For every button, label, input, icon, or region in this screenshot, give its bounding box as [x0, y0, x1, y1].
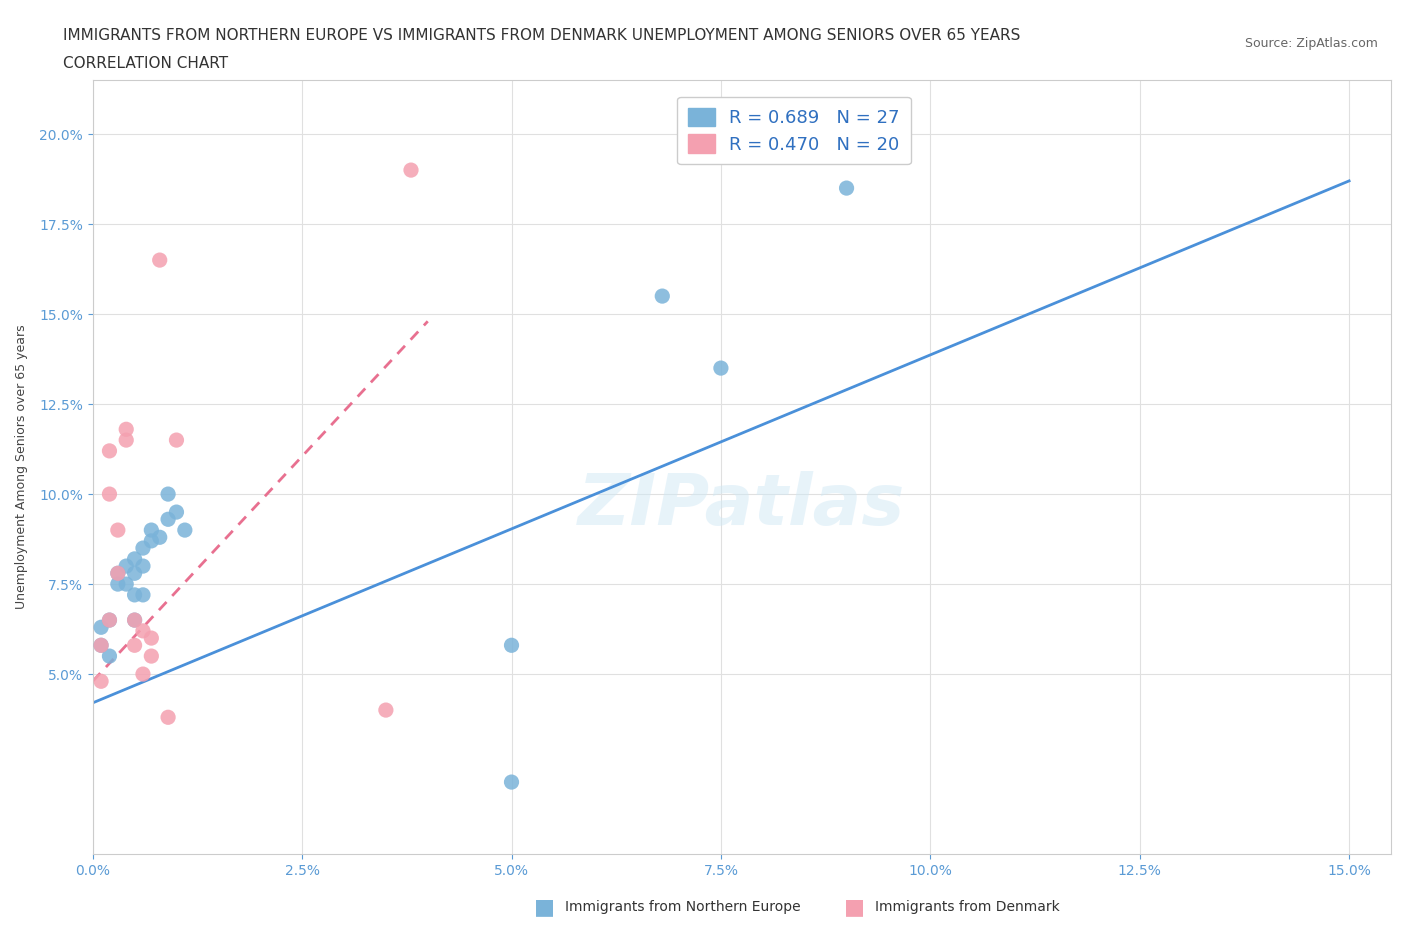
Point — [107, 523, 129, 538]
Point — [98, 613, 121, 628]
Text: Source: ZipAtlas.com: Source: ZipAtlas.com — [1244, 37, 1378, 50]
Point — [124, 588, 146, 603]
Point — [173, 523, 195, 538]
Point — [141, 534, 163, 549]
Point — [124, 565, 146, 580]
Text: Immigrants from Northern Europe: Immigrants from Northern Europe — [565, 899, 801, 914]
Point — [157, 710, 180, 724]
Point — [90, 619, 112, 634]
Point — [107, 577, 129, 591]
Text: ■: ■ — [534, 897, 555, 917]
Point — [90, 638, 112, 653]
Point — [141, 523, 163, 538]
Point — [651, 288, 673, 303]
Text: IMMIGRANTS FROM NORTHERN EUROPE VS IMMIGRANTS FROM DENMARK UNEMPLOYMENT AMONG SE: IMMIGRANTS FROM NORTHERN EUROPE VS IMMIG… — [63, 28, 1021, 43]
Point — [166, 505, 188, 520]
Point — [107, 565, 129, 580]
Point — [501, 775, 523, 790]
Point — [710, 361, 733, 376]
Point — [90, 674, 112, 689]
Text: ■: ■ — [844, 897, 865, 917]
Y-axis label: Unemployment Among Seniors over 65 years: Unemployment Among Seniors over 65 years — [15, 325, 28, 609]
Text: CORRELATION CHART: CORRELATION CHART — [63, 56, 228, 71]
Point — [399, 163, 422, 178]
Point — [141, 648, 163, 663]
Point — [98, 648, 121, 663]
Point — [115, 422, 138, 437]
Point — [98, 444, 121, 458]
Legend: R = 0.689   N = 27, R = 0.470   N = 20: R = 0.689 N = 27, R = 0.470 N = 20 — [676, 97, 911, 165]
Point — [115, 559, 138, 574]
Point — [157, 512, 180, 526]
Point — [115, 577, 138, 591]
Point — [132, 559, 155, 574]
Point — [166, 432, 188, 447]
Point — [132, 623, 155, 638]
Point — [98, 486, 121, 501]
Point — [141, 631, 163, 645]
Point — [124, 551, 146, 566]
Point — [132, 588, 155, 603]
Text: ZIPatlas: ZIPatlas — [578, 472, 905, 540]
Point — [90, 638, 112, 653]
Point — [157, 486, 180, 501]
Point — [835, 180, 858, 195]
Point — [98, 613, 121, 628]
Point — [107, 565, 129, 580]
Point — [124, 613, 146, 628]
Point — [115, 432, 138, 447]
Point — [132, 667, 155, 682]
Point — [124, 613, 146, 628]
Point — [149, 253, 172, 268]
Point — [374, 703, 396, 718]
Point — [132, 540, 155, 555]
Text: Immigrants from Denmark: Immigrants from Denmark — [875, 899, 1059, 914]
Point — [149, 530, 172, 545]
Point — [501, 638, 523, 653]
Point — [124, 638, 146, 653]
